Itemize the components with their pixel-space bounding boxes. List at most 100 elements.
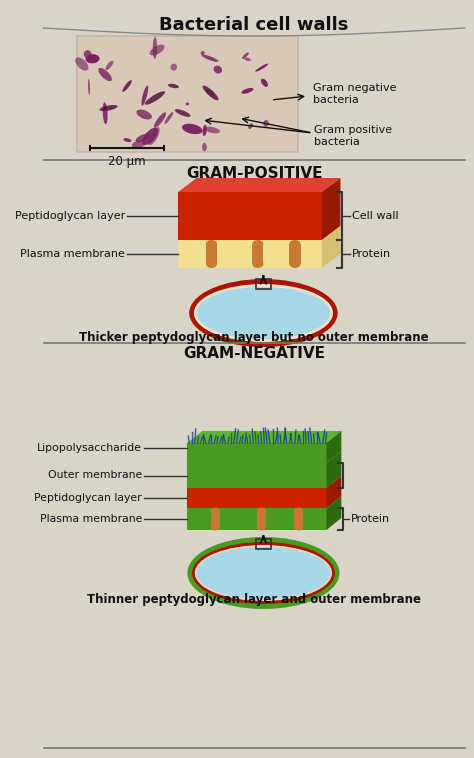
Text: 20 μm: 20 μm bbox=[108, 155, 146, 168]
Bar bbox=[290, 244, 301, 264]
Ellipse shape bbox=[148, 127, 160, 145]
Ellipse shape bbox=[192, 542, 335, 604]
Bar bbox=[178, 192, 322, 240]
Bar bbox=[76, 35, 299, 153]
Ellipse shape bbox=[290, 240, 301, 248]
Ellipse shape bbox=[100, 105, 118, 111]
Ellipse shape bbox=[136, 133, 150, 143]
Text: Cell wall: Cell wall bbox=[352, 211, 398, 221]
Ellipse shape bbox=[202, 143, 207, 152]
Ellipse shape bbox=[263, 120, 269, 127]
Ellipse shape bbox=[86, 55, 100, 64]
Ellipse shape bbox=[201, 55, 219, 62]
Bar bbox=[187, 463, 327, 488]
Polygon shape bbox=[327, 451, 341, 488]
Ellipse shape bbox=[84, 50, 91, 58]
Polygon shape bbox=[178, 226, 340, 240]
Ellipse shape bbox=[194, 284, 333, 342]
Ellipse shape bbox=[175, 109, 191, 117]
Ellipse shape bbox=[106, 61, 113, 70]
Ellipse shape bbox=[210, 524, 220, 531]
Ellipse shape bbox=[132, 140, 146, 148]
Bar bbox=[78, 37, 297, 151]
Ellipse shape bbox=[257, 524, 266, 531]
Text: GRAM-POSITIVE: GRAM-POSITIVE bbox=[186, 166, 322, 181]
Ellipse shape bbox=[171, 64, 177, 70]
Ellipse shape bbox=[153, 37, 157, 59]
Polygon shape bbox=[187, 476, 341, 488]
Ellipse shape bbox=[210, 508, 220, 515]
Ellipse shape bbox=[150, 45, 164, 55]
Ellipse shape bbox=[257, 508, 266, 515]
Polygon shape bbox=[187, 431, 341, 443]
Ellipse shape bbox=[241, 88, 254, 94]
Ellipse shape bbox=[242, 52, 249, 59]
Text: Gram negative
bacteria: Gram negative bacteria bbox=[312, 83, 396, 105]
Ellipse shape bbox=[197, 287, 330, 339]
Ellipse shape bbox=[252, 240, 264, 248]
Ellipse shape bbox=[294, 524, 303, 531]
Text: Protein: Protein bbox=[352, 249, 391, 259]
Ellipse shape bbox=[186, 102, 189, 105]
Text: Thicker peptydoglycan layer but no outer membrane: Thicker peptydoglycan layer but no outer… bbox=[79, 331, 429, 344]
Text: GRAM-NEGATIVE: GRAM-NEGATIVE bbox=[183, 346, 325, 361]
Polygon shape bbox=[187, 496, 341, 508]
Ellipse shape bbox=[75, 58, 89, 70]
Bar bbox=[257, 511, 266, 527]
Bar bbox=[187, 443, 327, 463]
Text: Gram positive
bacteria: Gram positive bacteria bbox=[314, 125, 392, 147]
Text: Plasma membrane: Plasma membrane bbox=[39, 514, 142, 524]
Ellipse shape bbox=[261, 79, 268, 87]
Ellipse shape bbox=[122, 80, 132, 92]
Ellipse shape bbox=[182, 124, 202, 134]
Bar bbox=[252, 244, 264, 264]
Bar bbox=[187, 488, 327, 508]
Text: Lipopolysaccharide: Lipopolysaccharide bbox=[37, 443, 142, 453]
Polygon shape bbox=[327, 496, 341, 530]
Text: Plasma membrane: Plasma membrane bbox=[20, 249, 125, 259]
Ellipse shape bbox=[154, 112, 166, 128]
Ellipse shape bbox=[202, 125, 207, 136]
Polygon shape bbox=[327, 431, 341, 463]
Bar bbox=[206, 244, 217, 264]
Bar bbox=[210, 511, 220, 527]
Text: Outer membrane: Outer membrane bbox=[48, 471, 142, 481]
Ellipse shape bbox=[201, 51, 205, 55]
Ellipse shape bbox=[187, 537, 339, 609]
Polygon shape bbox=[178, 178, 340, 192]
Bar bbox=[294, 511, 303, 527]
Ellipse shape bbox=[98, 68, 112, 81]
Polygon shape bbox=[327, 476, 341, 508]
Ellipse shape bbox=[206, 240, 217, 248]
Ellipse shape bbox=[141, 86, 148, 106]
Ellipse shape bbox=[88, 79, 90, 96]
Ellipse shape bbox=[145, 91, 165, 105]
Ellipse shape bbox=[255, 64, 268, 72]
Ellipse shape bbox=[206, 89, 214, 96]
Bar bbox=[178, 240, 322, 268]
Polygon shape bbox=[322, 178, 340, 240]
Ellipse shape bbox=[197, 547, 330, 599]
Ellipse shape bbox=[123, 138, 131, 142]
Ellipse shape bbox=[206, 260, 217, 268]
Ellipse shape bbox=[143, 127, 158, 145]
Text: Bacterial cell walls: Bacterial cell walls bbox=[159, 16, 349, 34]
Text: Protein: Protein bbox=[351, 514, 390, 524]
Bar bbox=[256, 279, 271, 289]
Polygon shape bbox=[322, 226, 340, 268]
Ellipse shape bbox=[137, 110, 152, 120]
Ellipse shape bbox=[103, 102, 108, 124]
Ellipse shape bbox=[202, 86, 219, 100]
Bar bbox=[256, 539, 271, 549]
Ellipse shape bbox=[195, 545, 332, 601]
Ellipse shape bbox=[290, 260, 301, 268]
Polygon shape bbox=[187, 451, 341, 463]
Ellipse shape bbox=[168, 84, 179, 88]
Ellipse shape bbox=[248, 124, 253, 129]
Ellipse shape bbox=[294, 508, 303, 515]
Text: Thinner peptydoglycan layer and outer membrane: Thinner peptydoglycan layer and outer me… bbox=[87, 593, 421, 606]
Ellipse shape bbox=[245, 58, 251, 61]
Text: Peptidoglycan layer: Peptidoglycan layer bbox=[34, 493, 142, 503]
Ellipse shape bbox=[164, 112, 173, 124]
Bar bbox=[187, 508, 327, 530]
